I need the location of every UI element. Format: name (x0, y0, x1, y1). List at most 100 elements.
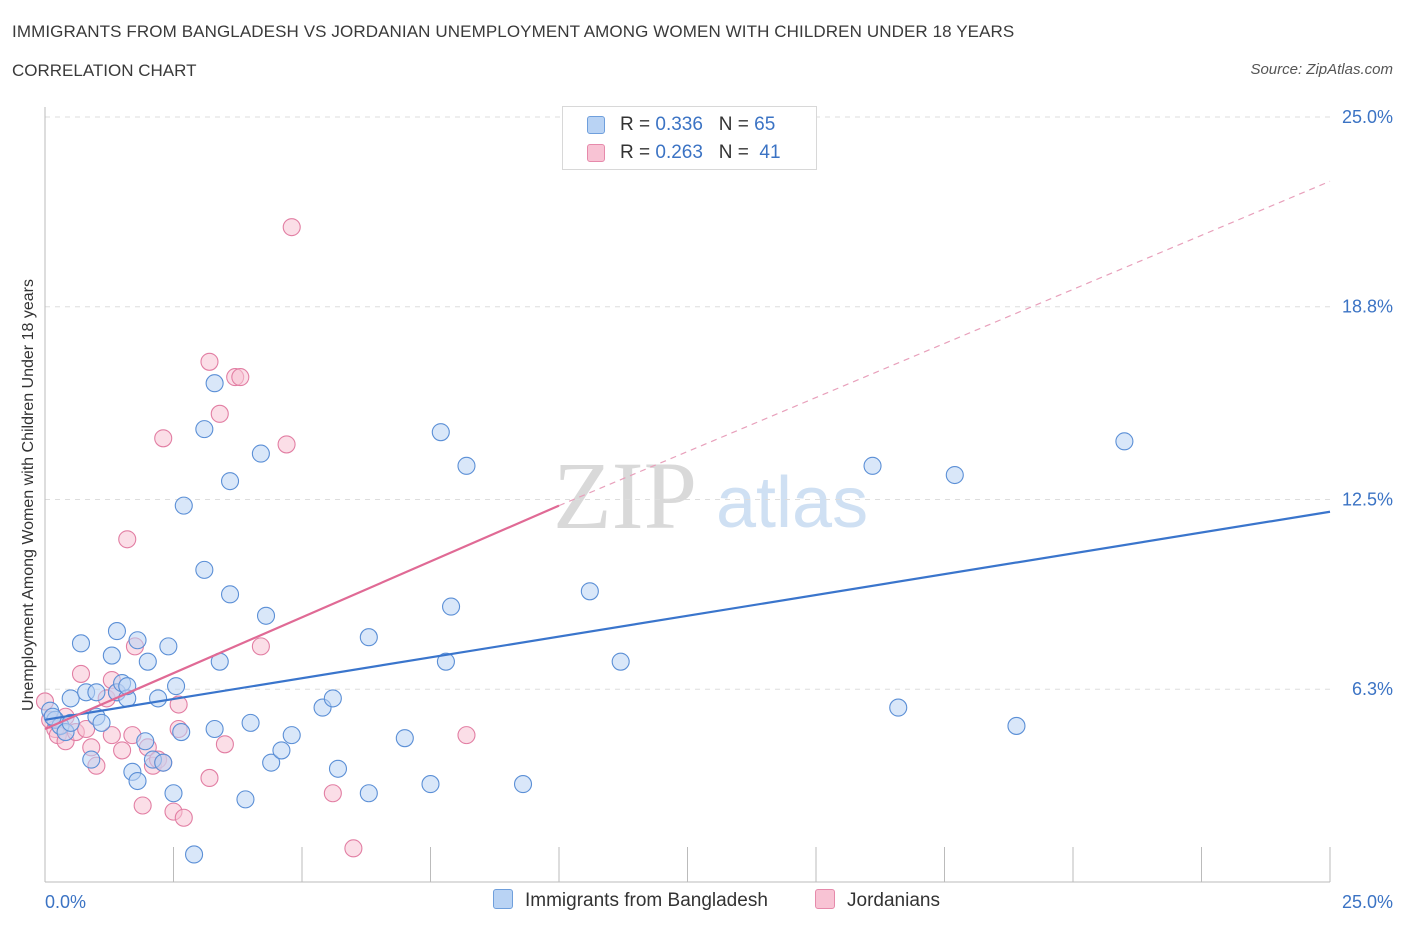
y-tick-label: 12.5% (1342, 490, 1393, 510)
jordanian-point (251, 637, 270, 656)
bangladesh-point (580, 582, 599, 601)
bangladesh-point (395, 729, 414, 748)
bangladesh-point (442, 597, 461, 616)
jordanian-point (215, 735, 234, 754)
series-swatch-pink (815, 889, 835, 909)
series-swatch-blue (493, 889, 513, 909)
bangladesh-point (92, 713, 111, 732)
jordanian-point (113, 741, 132, 760)
jordanian-point (282, 218, 301, 237)
bangladesh-point (889, 698, 908, 717)
bangladesh-point (159, 637, 178, 656)
x-tick-label: 0.0% (45, 892, 86, 912)
legend-swatch-blue (587, 116, 605, 134)
jordanian-point (231, 368, 250, 387)
bangladesh-point (82, 750, 101, 769)
bangladesh-point (431, 423, 450, 442)
jordanian-point (169, 695, 188, 714)
bangladesh-point (220, 585, 240, 604)
bangladesh-point (71, 634, 91, 653)
bangladesh-point (241, 713, 260, 732)
bangladesh-trend-line (44, 510, 1331, 721)
jordanian-point (71, 664, 91, 683)
bangladesh-point (323, 689, 342, 708)
legend-r-value: 0.336 (655, 114, 703, 135)
series-name-jordanians: Jordanians (847, 890, 940, 911)
bangladesh-point (149, 689, 168, 708)
bangladesh-point (87, 683, 106, 702)
bangladesh-point (236, 790, 255, 809)
bangladesh-point (172, 723, 191, 742)
bangladesh-point (256, 606, 276, 625)
jordanian-point (118, 530, 137, 549)
jordanian-point (344, 839, 363, 858)
series-legend-jordanians: Jordanians (815, 889, 940, 912)
x-tick-label: 25.0% (1342, 892, 1393, 912)
jordanian-point (323, 784, 342, 803)
jordanian-point (154, 429, 173, 448)
jordanian-trend-extension (558, 180, 1331, 507)
legend-r-label: R = (620, 142, 656, 163)
source-credit: Source: ZipAtlas.com (1250, 61, 1393, 78)
jordanian-point (200, 768, 219, 788)
bangladesh-point (174, 496, 193, 515)
chart-subtitle: CORRELATION CHART (12, 61, 197, 80)
bangladesh-point (107, 622, 127, 641)
bangladesh-point (436, 652, 455, 671)
jordanian-point (133, 796, 152, 815)
jordanian-trend-line (44, 504, 560, 731)
chart-title: IMMIGRANTS FROM BANGLADESH VS JORDANIAN … (12, 22, 1015, 41)
bangladesh-point (282, 726, 301, 745)
bangladesh-point (195, 420, 214, 439)
bangladesh-point (136, 732, 155, 751)
bangladesh-point (102, 646, 121, 665)
y-tick-label: 18.8% (1342, 297, 1393, 317)
bangladesh-point (128, 771, 147, 791)
watermark-zip: ZIP (553, 442, 697, 549)
bangladesh-point (262, 753, 281, 772)
jordanian-point (174, 808, 193, 827)
bangladesh-point (251, 444, 270, 463)
bangladesh-point (164, 784, 183, 803)
y-tick-label: 25.0% (1342, 107, 1393, 127)
bangladesh-point (138, 652, 157, 671)
gridlines (45, 116, 1330, 690)
bangladesh-point (154, 753, 173, 772)
bangladesh-point (945, 465, 964, 485)
bangladesh-point (1115, 432, 1134, 451)
correlation-legend: R = 0.336 N = 65 R = 0.263 N = 41 (562, 106, 817, 170)
legend-n-label: N = (718, 114, 755, 135)
legend-r-label: R = (620, 114, 656, 135)
jordanian-point (457, 726, 476, 745)
y-tick-label: 6.3% (1352, 679, 1393, 699)
axes (44, 107, 1331, 883)
watermark-atlas: atlas (716, 463, 868, 543)
bangladesh-point (513, 775, 533, 794)
bangladesh-point (61, 689, 80, 708)
bangladesh-point (359, 784, 378, 803)
bangladesh-point (328, 759, 348, 778)
jordanian-point (77, 719, 96, 739)
legend-n-value: 41 (759, 142, 781, 163)
bangladesh-point (457, 456, 476, 475)
bangladesh-point (205, 374, 224, 393)
jordanian-point (102, 726, 121, 745)
bangladesh-point (611, 652, 630, 671)
jordanian-point (200, 352, 219, 371)
watermark: ZIP atlas (553, 442, 868, 549)
legend-swatch-pink (587, 144, 605, 162)
legend-r-value: 0.263 (655, 142, 703, 163)
tick-labels: 6.3% 12.5% 18.8% 25.0% 0.0% 25.0% (45, 107, 1393, 912)
bangladesh-point (1007, 716, 1026, 735)
bangladesh-point (128, 631, 147, 650)
bangladesh-point (185, 845, 204, 864)
series-legend-bangladesh: Immigrants from Bangladesh (493, 889, 768, 912)
legend-n-value: 65 (754, 114, 776, 135)
legend-n-label: N = (718, 142, 755, 163)
bangladesh-point (359, 628, 378, 647)
bangladesh-point (272, 741, 291, 760)
jordanian-point (210, 404, 229, 423)
data-points (35, 218, 1134, 864)
bangladesh-point (863, 456, 882, 475)
